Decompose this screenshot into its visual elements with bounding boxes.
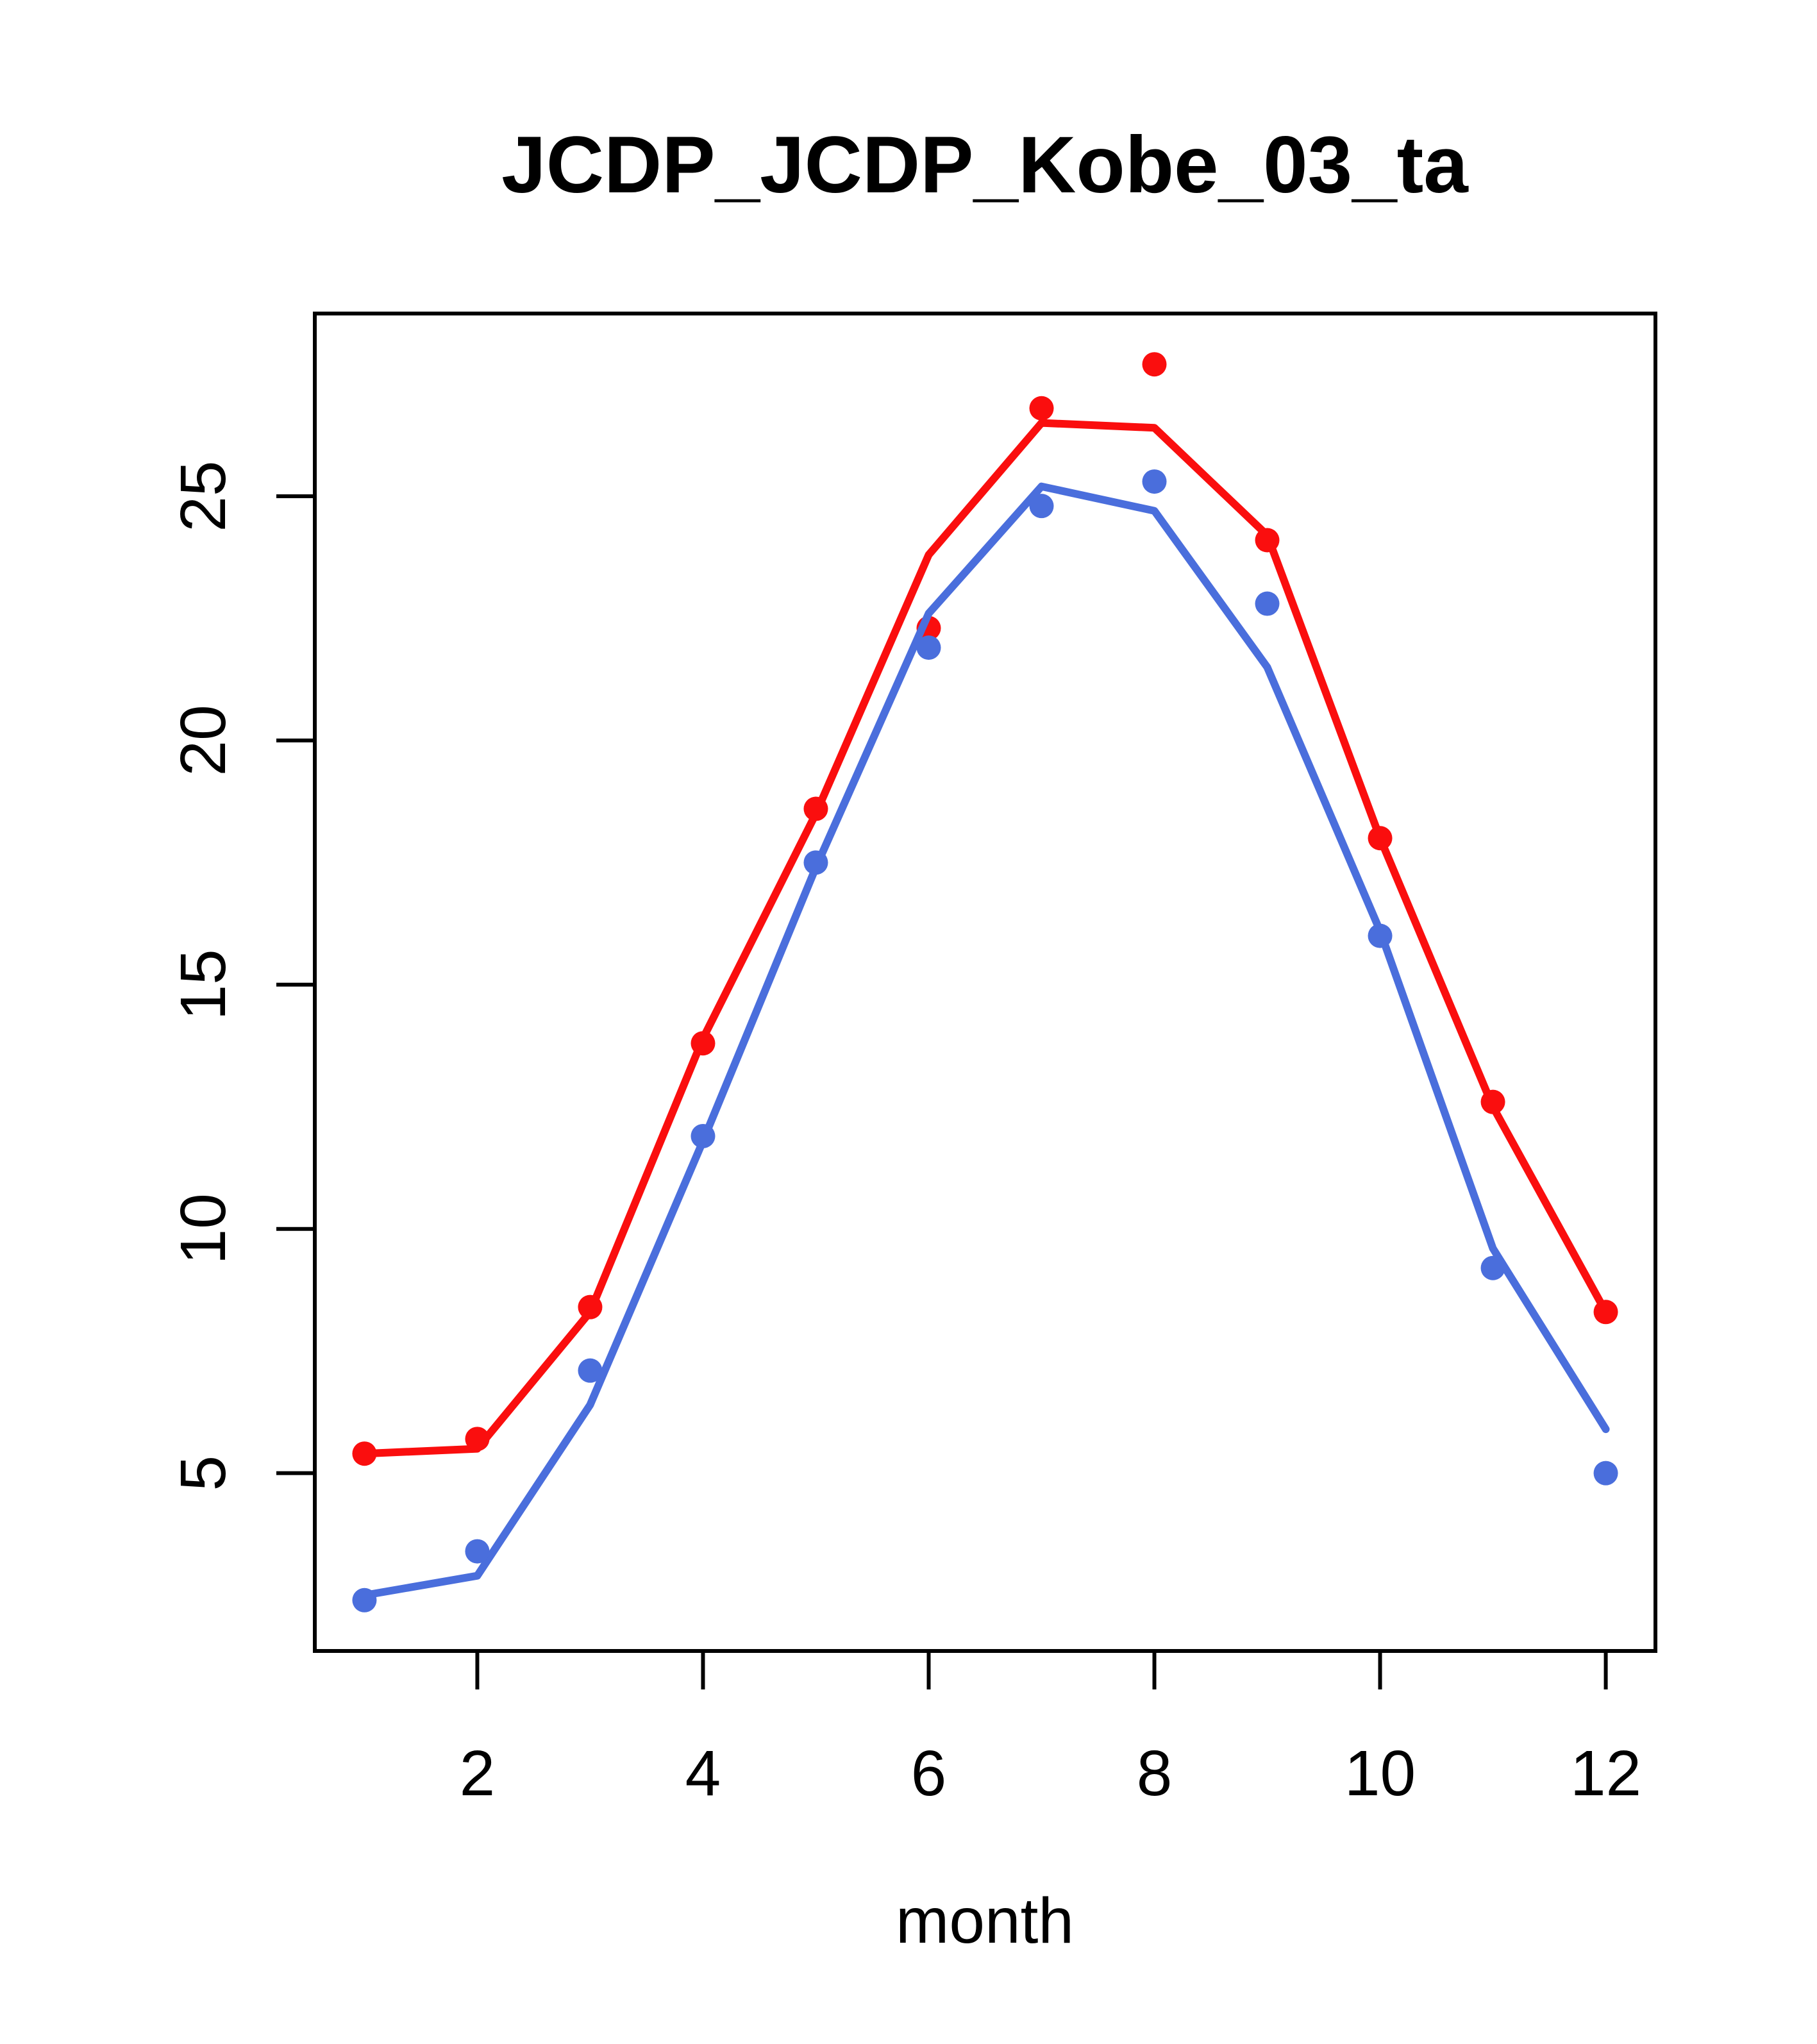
blue-points-marker — [803, 850, 828, 875]
y-tick-label: 5 — [167, 1455, 239, 1491]
red-points-marker — [1480, 1089, 1505, 1114]
y-tick-label: 10 — [167, 1193, 239, 1264]
blue-points-marker — [916, 635, 941, 660]
series-layer — [352, 352, 1618, 1613]
x-tick-label: 8 — [1137, 1738, 1173, 1809]
blue-points-marker — [1142, 469, 1167, 494]
blue-points-marker — [578, 1358, 603, 1383]
blue-points-marker — [691, 1123, 716, 1148]
x-tick-label: 2 — [460, 1738, 496, 1809]
blue-line — [360, 482, 1610, 1600]
blue-points-marker — [465, 1539, 490, 1564]
red-points-marker — [803, 796, 828, 821]
chart-title: JCDP_JCDP_Kobe_03_ta — [501, 121, 1469, 210]
blue-points-marker — [1593, 1461, 1618, 1486]
red-points-marker — [1255, 528, 1280, 553]
blue-points-marker — [1255, 591, 1280, 616]
blue-points-marker — [1029, 494, 1054, 519]
red-points-marker — [578, 1294, 603, 1319]
red-points-marker — [691, 1031, 716, 1056]
blue-points-marker — [352, 1587, 377, 1613]
plot-box — [313, 312, 1657, 1653]
x-tick-label: 6 — [911, 1738, 947, 1809]
y-tick-label: 20 — [167, 705, 239, 776]
x-tick-label: 4 — [685, 1738, 721, 1809]
x-axis-ticks: 2 4 6 8 10 12 — [460, 1651, 1641, 1809]
blue-points-marker — [1480, 1255, 1505, 1280]
blue-points — [352, 469, 1618, 1613]
red-line — [360, 419, 1610, 1458]
red-points-marker — [465, 1427, 490, 1452]
y-tick-label: 25 — [167, 460, 239, 532]
red-points-marker — [1593, 1300, 1618, 1325]
red-points-marker — [1029, 396, 1054, 421]
x-axis-label: month — [896, 1885, 1074, 1957]
y-tick-label: 15 — [167, 949, 239, 1020]
y-axis-ticks: 5 10 15 20 25 — [167, 460, 315, 1491]
red-points-marker — [1142, 352, 1167, 377]
red-points-marker — [1368, 826, 1393, 851]
x-tick-label: 10 — [1344, 1738, 1416, 1809]
blue-points-marker — [1368, 923, 1393, 948]
red-points-marker — [352, 1441, 377, 1466]
x-tick-label: 12 — [1570, 1738, 1641, 1809]
red-points — [352, 352, 1618, 1466]
